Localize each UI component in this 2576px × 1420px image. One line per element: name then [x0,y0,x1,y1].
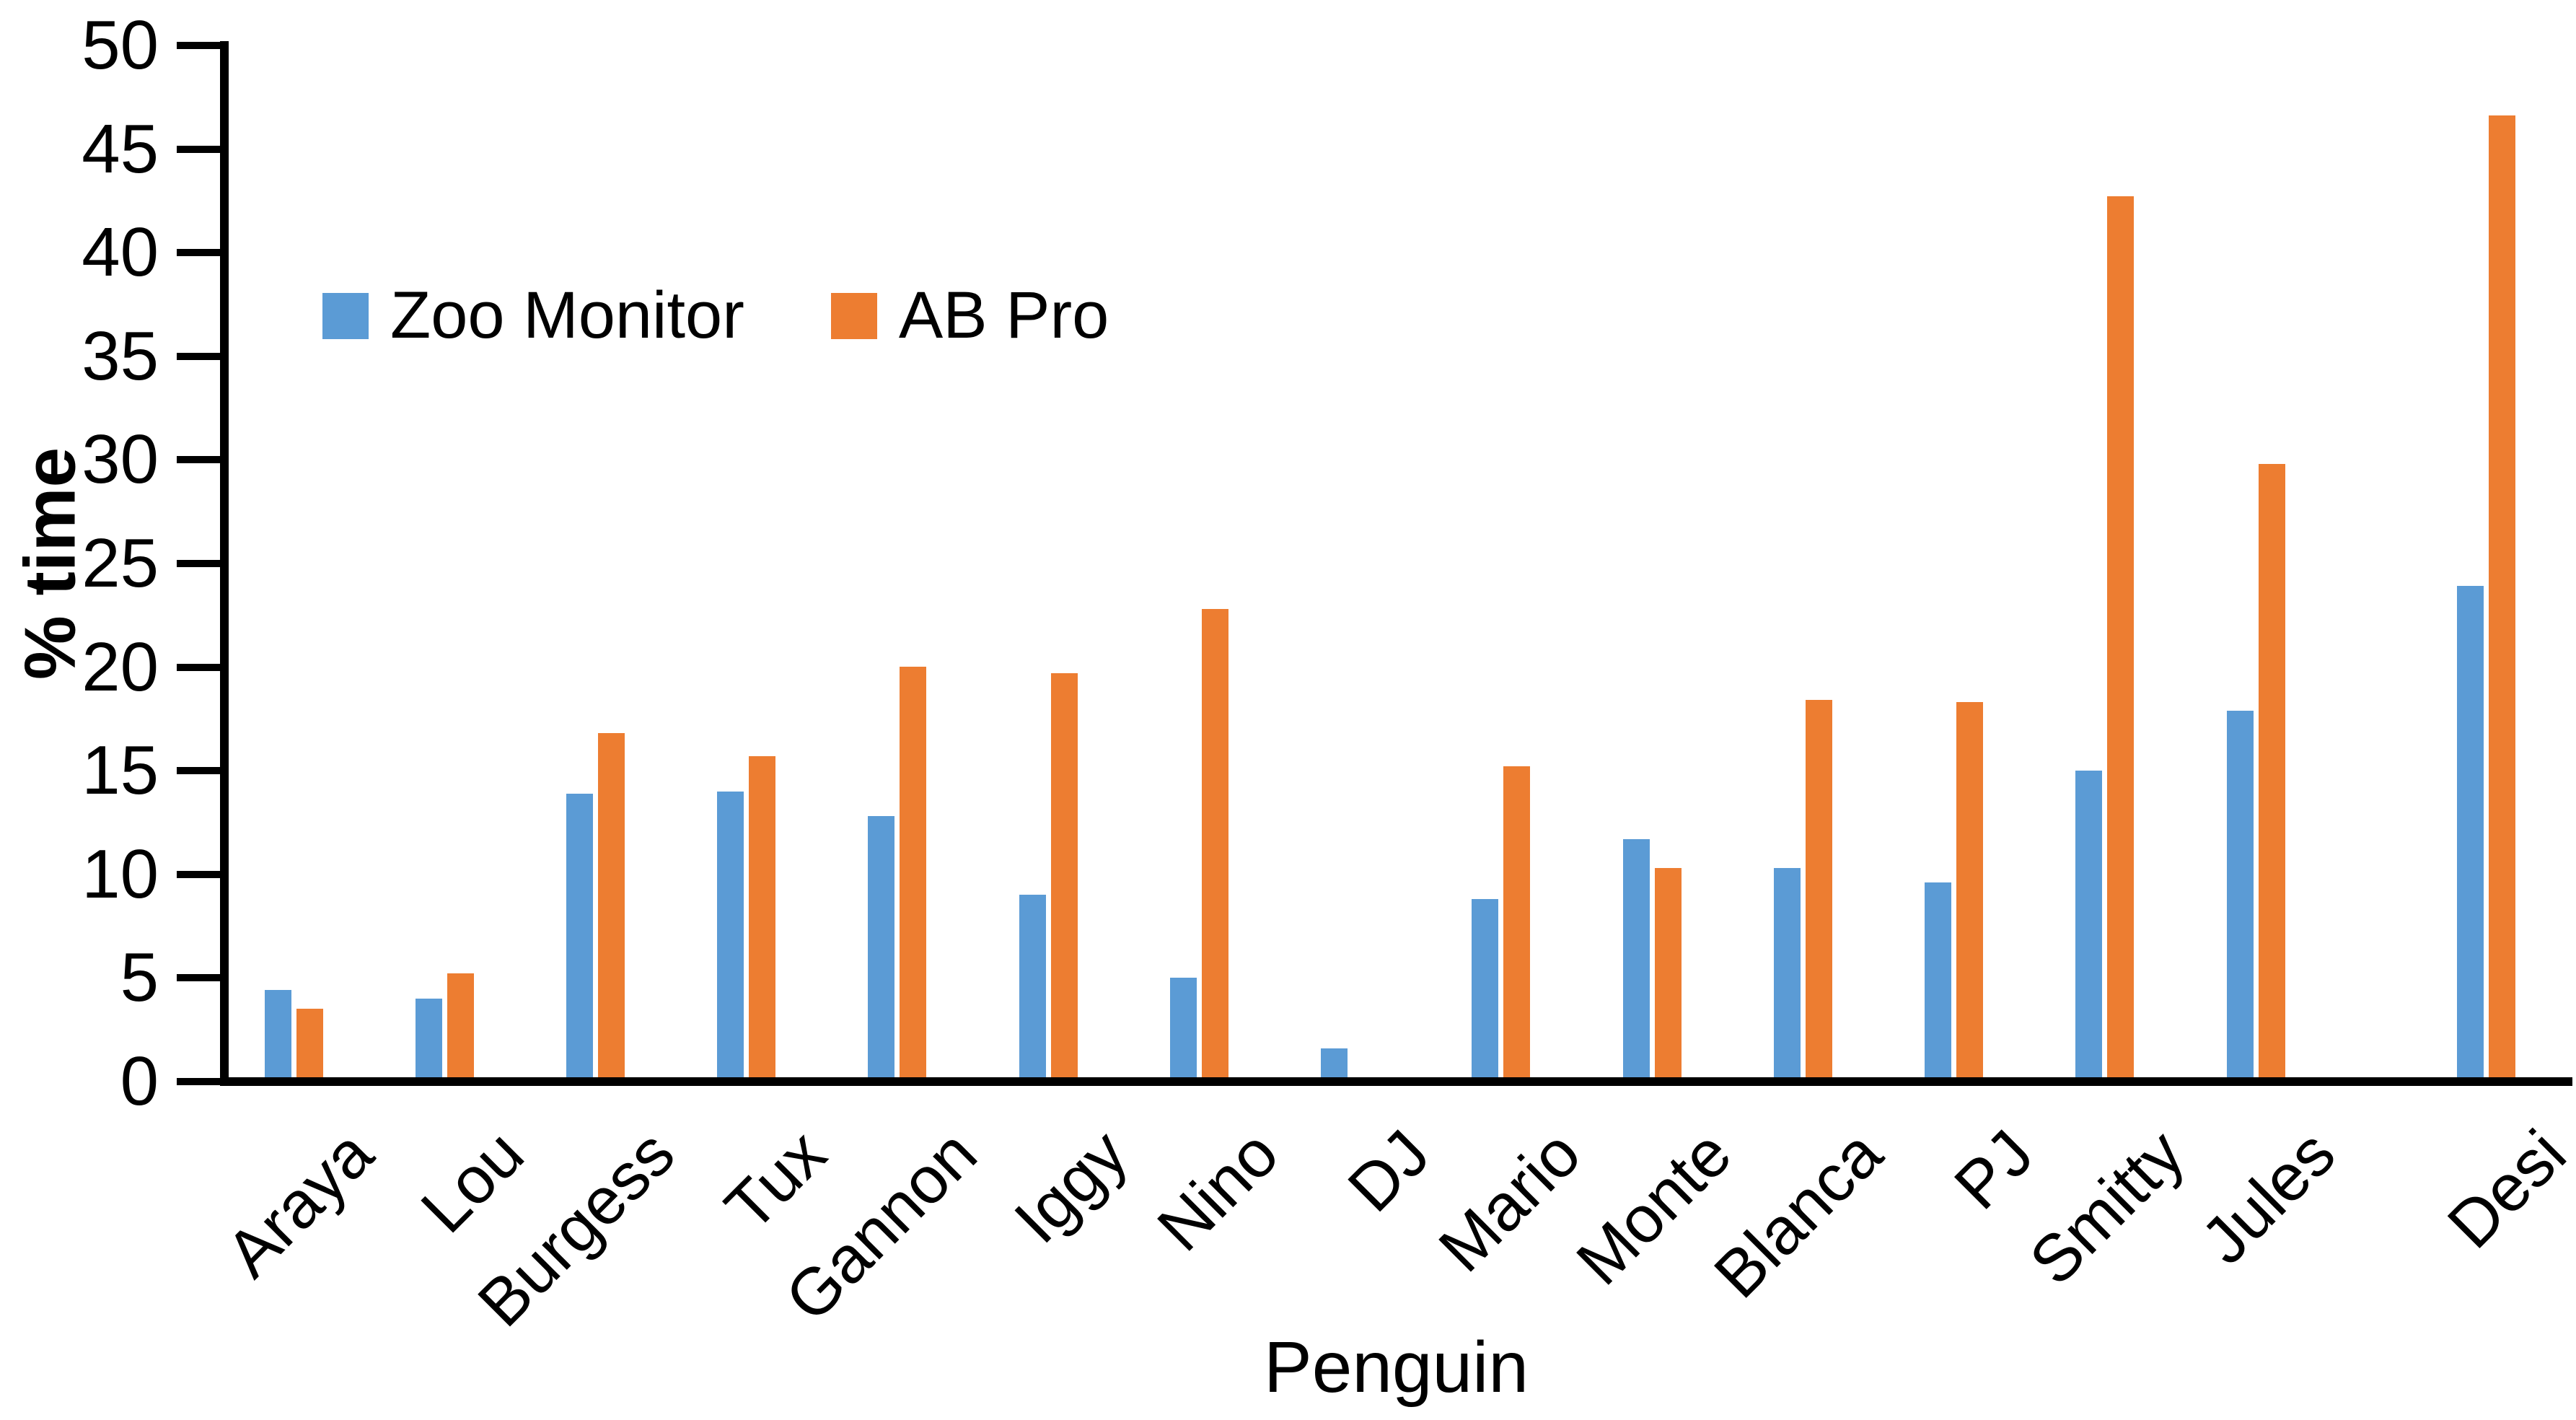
y-axis-line [220,41,229,1086]
bar-zoo-monitor-pj [1925,882,1952,1077]
bar-ab-pro-jules [2258,463,2285,1077]
bar-ab-pro-iggy [1050,672,1078,1077]
bar-zoo-monitor-monte [1622,838,1650,1077]
bar-zoo-monitor-araya [264,990,291,1077]
bar-ab-pro-tux [749,755,776,1077]
bar-ab-pro-mario [1503,766,1531,1077]
bar-zoo-monitor-smitty [2075,770,2103,1077]
bar-ab-pro-pj [1956,702,1984,1077]
y-tick-label-5: 5 [120,939,159,1017]
y-tick-label-40: 40 [82,214,159,292]
y-tick-40 [177,249,220,257]
legend-swatch-ab-pro [830,292,877,339]
y-tick-5 [177,974,220,982]
y-tick-label-50: 50 [82,6,159,84]
bar-ab-pro-araya [296,1009,323,1077]
bar-zoo-monitor-nino [1169,978,1197,1077]
bar-zoo-monitor-gannon [868,816,895,1077]
bar-zoo-monitor-iggy [1019,895,1046,1077]
legend-label-ab-pro: AB Pro [898,279,1109,352]
legend-label-zoo-monitor: Zoo Monitor [390,279,744,352]
y-tick-10 [177,870,220,878]
y-tick-label-25: 25 [82,525,159,602]
bar-zoo-monitor-tux [717,791,744,1077]
y-tick-label-30: 30 [82,421,159,499]
bar-ab-pro-smitty [2107,196,2135,1077]
bar-ab-pro-nino [1201,608,1228,1077]
bar-ab-pro-burgess [597,733,625,1077]
bar-zoo-monitor-lou [415,998,442,1077]
bar-ab-pro-lou [447,973,474,1077]
y-tick-label-45: 45 [82,110,159,188]
bar-zoo-monitor-blanca [1773,867,1801,1077]
y-tick-label-0: 0 [120,1043,159,1120]
y-tick-50 [177,42,220,49]
legend: Zoo Monitor AB Pro [322,278,1109,354]
y-tick-label-15: 15 [82,732,159,810]
bar-ab-pro-gannon [900,667,927,1077]
y-tick-30 [177,456,220,464]
bar-zoo-monitor-jules [2226,710,2254,1077]
y-tick-35 [177,352,220,360]
y-tick-45 [177,145,220,153]
bar-zoo-monitor-mario [1472,899,1499,1077]
legend-item-ab-pro: AB Pro [830,278,1109,354]
bar-ab-pro-blanca [1805,700,1832,1077]
bar-zoo-monitor-desi [2457,586,2484,1077]
y-tick-0 [177,1078,220,1085]
bar-ab-pro-monte [1654,867,1682,1077]
bar-ab-pro-desi [2489,115,2516,1077]
y-tick-15 [177,767,220,775]
y-tick-20 [177,663,220,671]
y-tick-label-20: 20 [82,628,159,706]
y-tick-label-10: 10 [82,835,159,913]
legend-swatch-zoo-monitor [322,292,369,339]
x-axis-title: Penguin [1264,1327,1529,1408]
y-tick-25 [177,560,220,567]
legend-item-zoo-monitor: Zoo Monitor [322,278,744,354]
bar-zoo-monitor-burgess [566,793,593,1077]
bar-zoo-monitor-dj [1321,1048,1348,1077]
y-tick-label-35: 35 [82,317,159,395]
x-axis-line [220,1077,2572,1086]
